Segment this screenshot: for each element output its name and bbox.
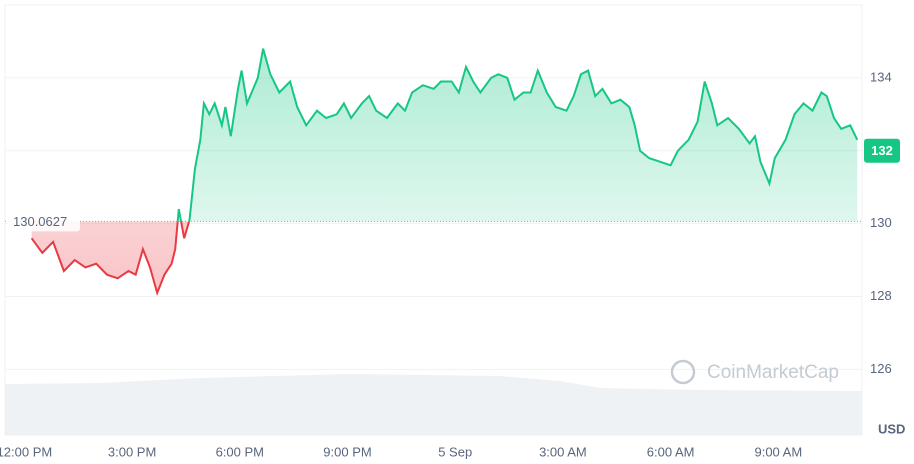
y-tick-label: 134 [870, 69, 892, 84]
x-tick-label: 3:00 AM [539, 444, 587, 459]
y-tick-label: 126 [870, 361, 892, 376]
plot [5, 48, 862, 370]
x-tick-label: 3:00 PM [108, 444, 156, 459]
y-unit: USD [878, 421, 905, 436]
x-tick-label: 5 Sep [438, 444, 472, 459]
x-tick-label: 12:00 PM [0, 444, 52, 459]
baseline-label: 130.0627 [13, 214, 67, 229]
price-tag: 132 [871, 143, 893, 158]
x-tick-label: 6:00 AM [647, 444, 695, 459]
x-tick-label: 9:00 PM [323, 444, 371, 459]
watermark-logo [670, 359, 696, 385]
area-down [31, 221, 190, 293]
y-tick-label: 128 [870, 288, 892, 303]
y-tick-label: 130 [870, 215, 892, 230]
watermark: CoinMarketCap [707, 362, 839, 383]
x-tick-label: 6:00 PM [216, 444, 264, 459]
x-tick-label: 9:00 AM [754, 444, 802, 459]
price-line-up [176, 48, 859, 222]
baseline-label-bg [8, 211, 80, 232]
price-tag-bg [864, 138, 900, 163]
volume-area [5, 374, 862, 435]
